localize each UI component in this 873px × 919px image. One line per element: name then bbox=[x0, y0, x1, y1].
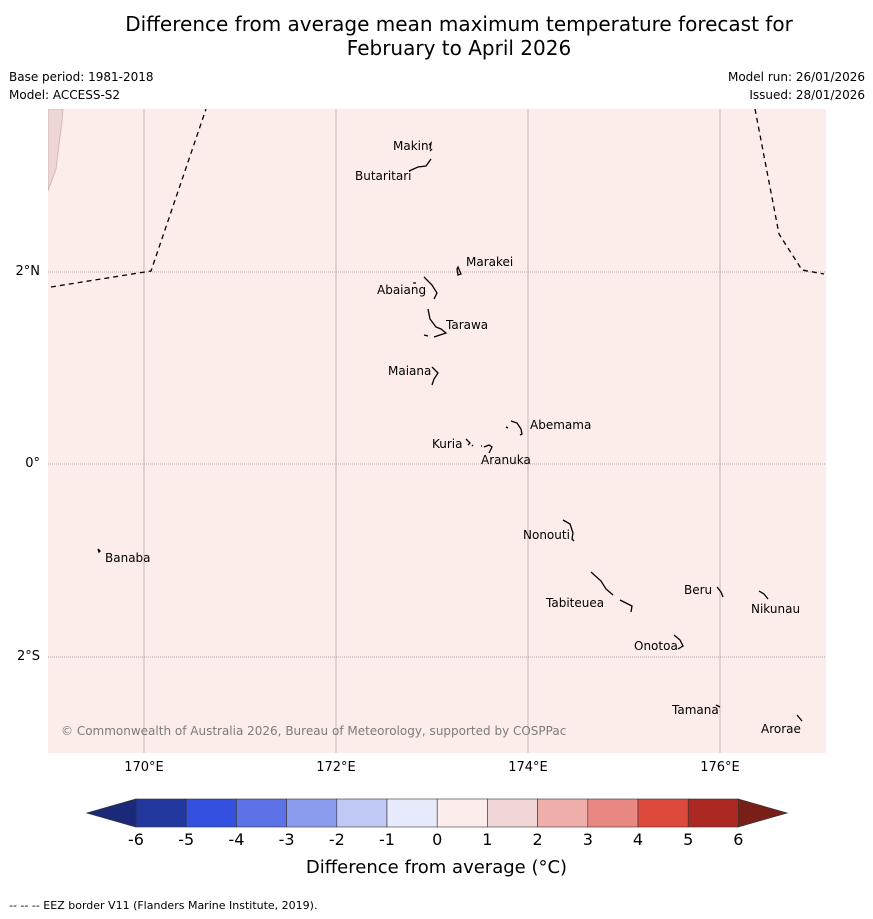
island-label-maiana: Maiana bbox=[388, 364, 432, 378]
island-butaritari bbox=[408, 158, 432, 172]
colorbar-tick-label: -6 bbox=[128, 830, 144, 849]
colorbar-segment bbox=[236, 798, 287, 828]
eez-border-east bbox=[754, 109, 825, 275]
copyright-notice: © Commonwealth of Australia 2026, Bureau… bbox=[61, 724, 567, 738]
colorbar-segment bbox=[185, 798, 237, 828]
island-label-tamana: Tamana bbox=[672, 703, 719, 717]
colorbar-tick-label: 0 bbox=[432, 830, 443, 849]
island-label-tabiteuea: Tabiteuea bbox=[546, 596, 605, 610]
eez-border-west bbox=[50, 109, 207, 288]
colorbar-legend bbox=[85, 798, 789, 828]
eez-borders bbox=[50, 109, 825, 288]
colorbar-tick-label: 3 bbox=[582, 830, 593, 849]
model-run: Model run: 26/01/2026 bbox=[727, 70, 865, 84]
landmass-corner bbox=[48, 109, 64, 192]
colorbar-tick-label: 2 bbox=[532, 830, 543, 849]
island-tarawa bbox=[423, 308, 448, 338]
colorbar-segment bbox=[386, 798, 438, 828]
title-line-2: February to April 2026 bbox=[346, 36, 572, 60]
colorbar-under-arrow bbox=[85, 798, 137, 828]
island-tamana bbox=[715, 704, 721, 708]
island-label-butaritari: Butaritari bbox=[355, 169, 412, 183]
island-shapes bbox=[97, 141, 803, 722]
colorbar-segment bbox=[436, 798, 488, 828]
issued-date: Issued: 28/01/2026 bbox=[749, 88, 865, 102]
island-abaiang bbox=[413, 276, 438, 300]
map-graphics bbox=[48, 109, 826, 753]
island-label-nikunau: Nikunau bbox=[751, 602, 801, 616]
colorbar-segment bbox=[336, 798, 388, 828]
colorbar-segment bbox=[637, 798, 689, 828]
island-label-aranuka: Aranuka bbox=[481, 453, 531, 467]
island-nonouti bbox=[562, 519, 575, 542]
lon-label-170e: 170°E bbox=[124, 760, 164, 775]
island-abemama bbox=[505, 420, 523, 436]
island-label-banaba: Banaba bbox=[105, 551, 151, 565]
island-marakei bbox=[456, 265, 462, 276]
island-label-kuria: Kuria bbox=[432, 437, 463, 451]
eez-footnote: -- -- -- EEZ border V11 (Flanders Marine… bbox=[9, 899, 318, 912]
lat-label-2n: 2°N bbox=[15, 264, 41, 279]
lon-label-174e: 174°E bbox=[508, 760, 548, 775]
meta-left: Base period: 1981-2018 Model: ACCESS-S2 bbox=[9, 68, 154, 104]
lat-gridlines bbox=[48, 271, 826, 658]
lat-label-2s: 2°S bbox=[16, 649, 40, 664]
island-label-marakei: Marakei bbox=[466, 255, 514, 269]
lon-label-172e: 172°E bbox=[316, 760, 356, 775]
island-aranuka bbox=[481, 444, 493, 454]
island-label-makin: Makin bbox=[393, 139, 429, 153]
colorbar-tick-label: 5 bbox=[683, 830, 694, 849]
island-label-onotoa: Onotoa bbox=[634, 639, 678, 653]
model-name: Model: ACCESS-S2 bbox=[9, 88, 121, 102]
chart-title: Difference from average mean maximum tem… bbox=[0, 12, 873, 60]
island-kuria bbox=[465, 438, 474, 447]
colorbar-tick-label: -5 bbox=[178, 830, 195, 849]
lon-label-176e: 176°E bbox=[700, 760, 740, 775]
colorbar-segment bbox=[487, 798, 538, 828]
colorbar-segment bbox=[286, 798, 338, 828]
island-label-abaiang: Abaiang bbox=[377, 283, 427, 297]
colorbar-tick-label: 4 bbox=[632, 830, 644, 849]
map-area: Makin Butaritari Marakei Abaiang Tarawa … bbox=[48, 109, 826, 753]
island-onotoa bbox=[673, 634, 684, 650]
colorbar-segment bbox=[587, 798, 639, 828]
colorbar-segments bbox=[135, 798, 739, 828]
island-label-nonouti: Nonouti bbox=[523, 528, 570, 542]
colorbar-over-arrow bbox=[737, 798, 789, 828]
island-label-abemama: Abemama bbox=[530, 418, 592, 432]
island-nikunau bbox=[758, 590, 769, 600]
colorbar-tick-label: 6 bbox=[733, 830, 744, 849]
island-banaba bbox=[97, 548, 101, 554]
island-label-tarawa: Tarawa bbox=[446, 318, 489, 332]
meta-right: Model run: 26/01/2026 Issued: 28/01/2026 bbox=[728, 68, 865, 104]
colorbar-tick-label: -3 bbox=[278, 830, 295, 849]
title-line-1: Difference from average mean maximum tem… bbox=[125, 12, 793, 36]
colorbar-tick-label: 1 bbox=[482, 830, 493, 849]
island-arorae bbox=[796, 714, 803, 722]
colorbar-tick-label: -2 bbox=[328, 830, 345, 849]
island-maiana bbox=[431, 366, 439, 386]
island-label-beru: Beru bbox=[684, 583, 713, 597]
colorbar-segment bbox=[537, 798, 589, 828]
colorbar-tick-label: -1 bbox=[379, 830, 395, 849]
island-makin bbox=[428, 141, 433, 152]
base-period: Base period: 1981-2018 bbox=[9, 70, 154, 84]
colorbar-tick-label: -4 bbox=[228, 830, 245, 849]
colorbar-segment bbox=[135, 798, 187, 828]
island-beru bbox=[716, 586, 724, 598]
lat-label-0: 0° bbox=[25, 456, 40, 471]
colorbar-segment bbox=[687, 798, 739, 828]
island-tabiteuea bbox=[590, 571, 633, 613]
gridlines bbox=[143, 109, 721, 753]
colorbar-title: Difference from average (°C) bbox=[305, 857, 568, 878]
island-label-arorae: Arorae bbox=[761, 722, 801, 736]
